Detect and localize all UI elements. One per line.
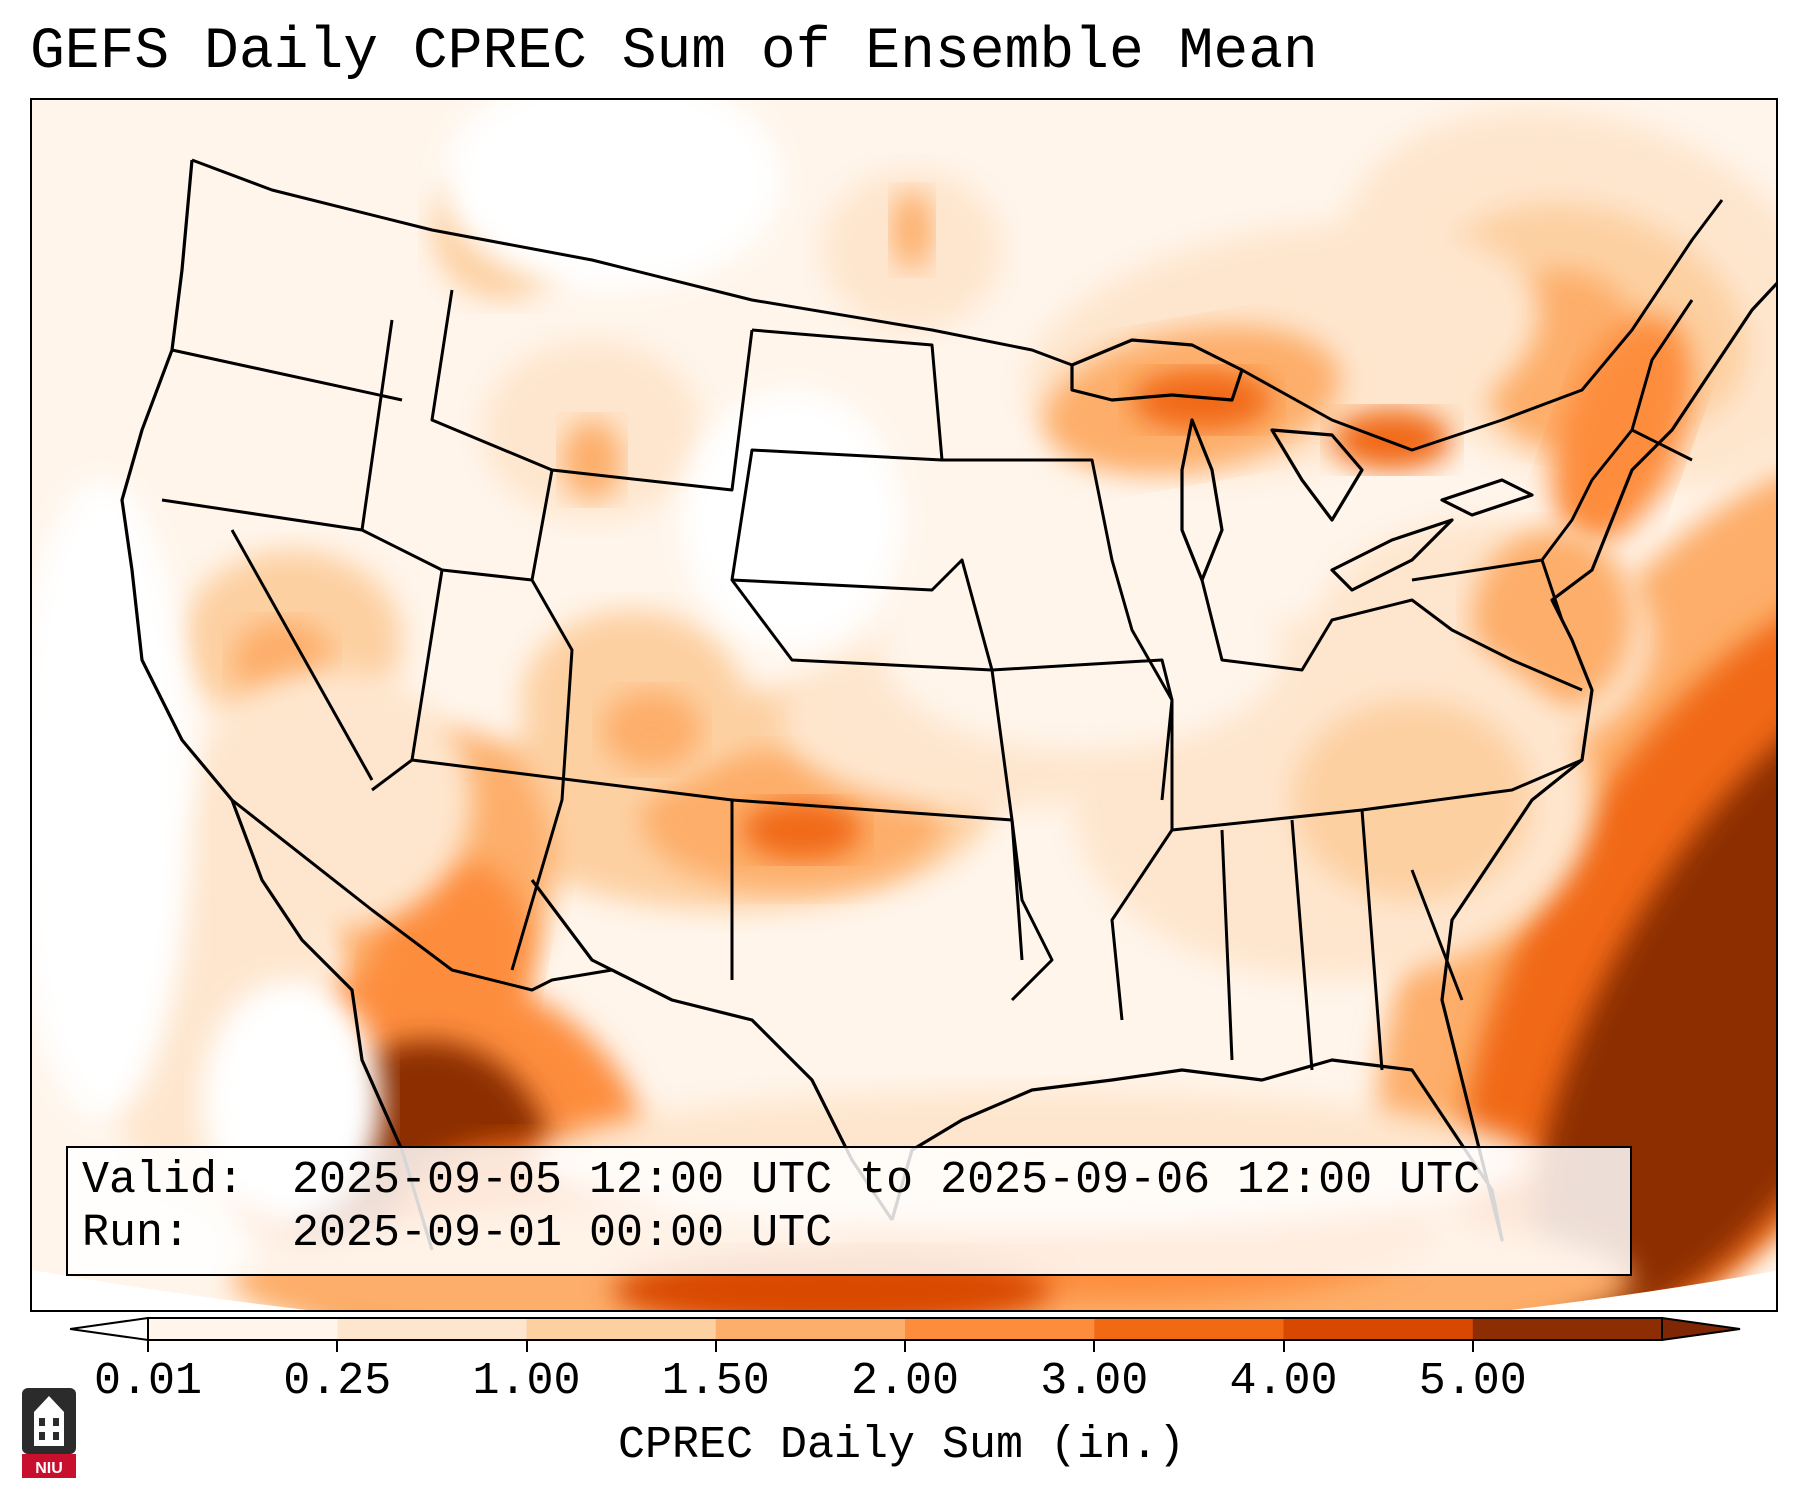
logo-banner: [22, 1454, 76, 1478]
lake-ontario-outline: [1440, 478, 1534, 517]
colorbar-tick-label: 3.00: [1040, 1356, 1149, 1407]
colorbar-segment: [1472, 1318, 1663, 1340]
colorbar-tick-label: 4.00: [1229, 1356, 1338, 1407]
colorbar-tick-label: 2.00: [850, 1356, 960, 1407]
precip-area: [602, 690, 702, 770]
colorbar: [70, 1316, 1741, 1342]
canada-border: [191, 158, 1724, 452]
chart-title: GEFS Daily CPREC Sum of Ensemble Mean: [30, 20, 1318, 85]
colorbar-tick-label: 0.01: [93, 1356, 203, 1407]
mt-id-border: [430, 289, 553, 472]
dry-area: [682, 390, 902, 650]
niu-logo: NIU: [22, 1388, 76, 1478]
lake-erie-outline: [1330, 518, 1454, 592]
colorbar-tick-label: 1.50: [661, 1356, 770, 1407]
precipitation-map: [32, 100, 1776, 1310]
run-value: 2025-09-01 00:00 UTC: [292, 1208, 833, 1259]
mn-ia-border: [942, 458, 1174, 801]
colorbar-segment: [1094, 1318, 1284, 1340]
ok-tx-border: [731, 798, 1054, 1002]
mo-ar-border: [991, 658, 1174, 1021]
dakotas-border: [730, 328, 993, 672]
new-england-borders: [1590, 299, 1694, 481]
ca-nv-border: [230, 529, 374, 781]
colorbar-label: CPREC Daily Sum (in.): [617, 1420, 1186, 1471]
logo-text: NIU: [35, 1460, 63, 1477]
precip-area: [1132, 370, 1272, 430]
precip-area: [892, 190, 932, 270]
oh-valley-border: [1200, 579, 1583, 692]
run-label: Run:: [82, 1208, 191, 1259]
colorbar-segment: [337, 1318, 527, 1340]
colorbar-segment: [1283, 1318, 1474, 1340]
colorbar-tick-label: 1.00: [472, 1356, 581, 1407]
map-panel: [30, 98, 1778, 1312]
colorbar-segment: [148, 1318, 338, 1340]
precip-area: [1534, 680, 1776, 1310]
ut-co-nm-border: [441, 568, 574, 971]
dry-area: [442, 100, 782, 290]
precip-area: [1332, 410, 1452, 470]
colorbar-tick-label: 5.00: [1418, 1356, 1527, 1407]
valid-value: 2025-09-05 12:00 UTC to 2025-09-06 12:00…: [292, 1155, 1481, 1206]
colorbar-segment: [905, 1318, 1095, 1340]
valid-run-info-box: Valid: 2025-09-05 12:00 UTC to 2025-09-06…: [66, 1146, 1632, 1276]
wa-or-border: [171, 348, 403, 402]
colorbar-segment: [715, 1318, 906, 1340]
colorbar-tick-label: 0.25: [283, 1356, 392, 1407]
lake-huron-outline: [1270, 428, 1364, 522]
logo-building: [34, 1412, 64, 1446]
valid-label: Valid:: [82, 1155, 245, 1206]
lake-superior-outline: [1070, 338, 1244, 402]
lake-michigan-outline: [1180, 418, 1224, 582]
southeast-borders: [1220, 809, 1464, 1071]
valid-row: Valid: 2025-09-05 12:00 UTC to 2025-09-06…: [82, 1154, 1630, 1207]
nv-ut-az-border: [361, 528, 444, 792]
precip-area: [1472, 530, 1632, 710]
run-row: Run: 2025-09-01 00:00 UTC: [82, 1207, 1630, 1260]
precip-area: [1292, 700, 1532, 900]
precip-area: [742, 800, 862, 860]
map-projection-edge: [32, 1270, 1776, 1310]
precip-area: [882, 550, 1282, 750]
tn-nc-border: [1171, 758, 1583, 832]
colorbar-extend-max: [1661, 1316, 1741, 1342]
colorbar-segment: [526, 1318, 717, 1340]
wy-border: [530, 329, 754, 581]
precip-area: [562, 420, 622, 500]
dry-area: [32, 480, 192, 1120]
colorbar-extend-min: [70, 1316, 149, 1342]
